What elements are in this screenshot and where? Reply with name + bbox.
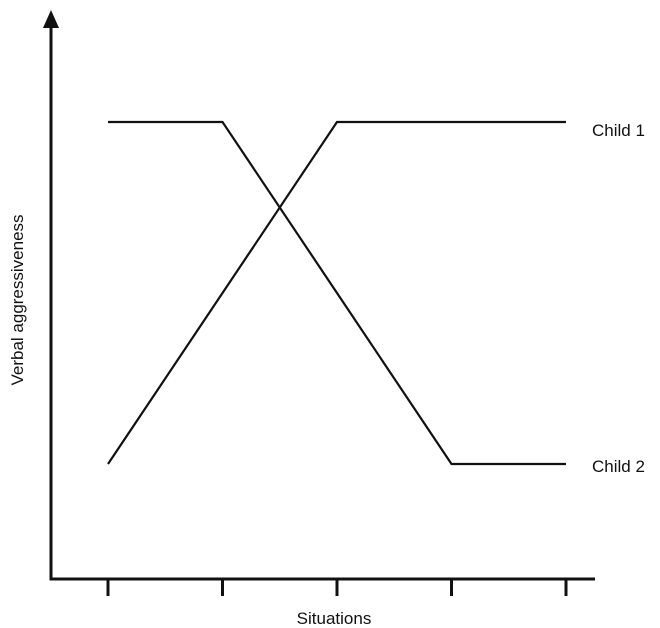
series-label-child-1: Child 1	[592, 121, 645, 140]
series-lines	[107, 120, 566, 466]
x-ticks	[106, 579, 568, 596]
x-axis-label: Situations	[297, 609, 372, 628]
series-label-child-2: Child 2	[592, 457, 645, 476]
series-line-child-1	[107, 120, 566, 465]
y-axis-label: Verbal aggressiveness	[8, 214, 27, 385]
series-line-child-2	[108, 120, 566, 466]
y-axis-arrowhead	[43, 10, 59, 28]
axes	[43, 10, 595, 581]
